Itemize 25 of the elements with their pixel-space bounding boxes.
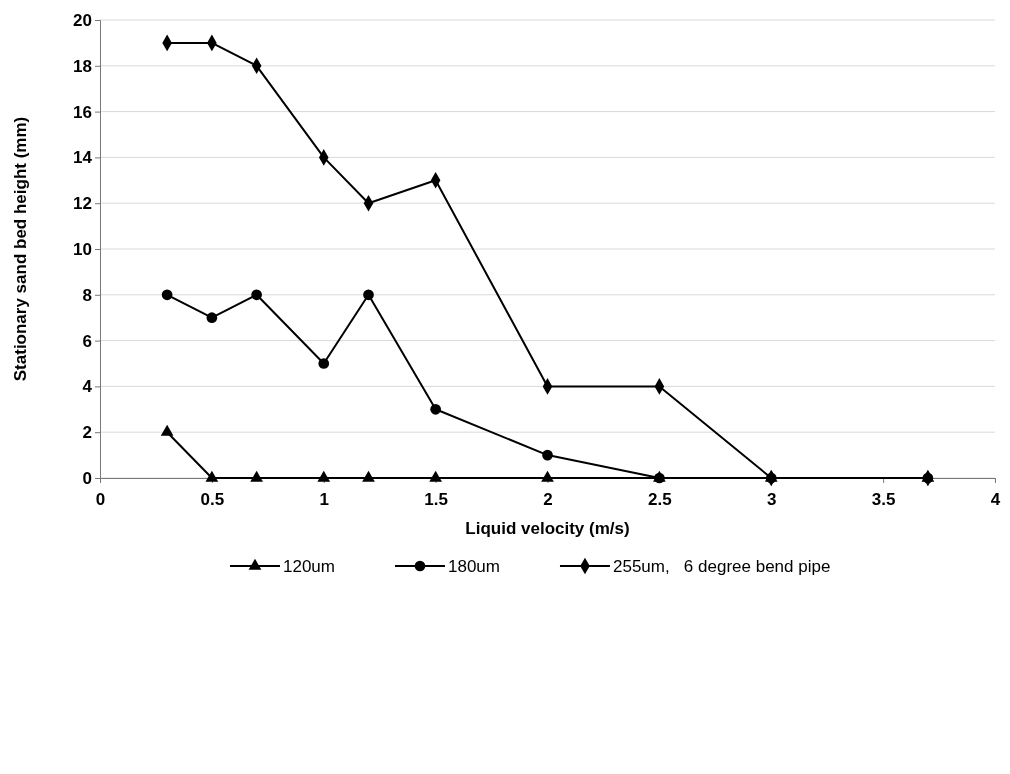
legend-label: 180um [447,557,500,576]
y-axis-title: Stationary sand bed height (mm) [11,116,30,382]
legend-label: 255um, 6 degree bend pipe [612,557,831,576]
x-axis-title: Liquid velocity (m/s) [465,519,630,538]
x-tick-label: 2.5 [648,489,672,509]
y-tick-label: 12 [73,194,92,214]
y-tick-label: 6 [82,331,92,351]
y-tick-label: 8 [82,285,92,305]
legend-label: 120um [283,557,335,576]
x-tick-label: 0.5 [200,489,225,509]
y-tick-label: 4 [82,377,93,397]
y-tick-label: 18 [73,56,92,76]
x-tick-label: 1 [319,489,329,509]
x-tick-label: 3 [767,489,777,509]
y-tick-label: 2 [82,423,92,443]
y-tick-label: 10 [73,239,92,259]
y-tick-label: 0 [82,468,92,488]
x-tick-label: 0 [95,489,106,509]
y-tick-label: 20 [73,10,92,30]
x-tick-label: 2 [543,489,553,509]
y-tick-label: 16 [73,102,92,122]
x-tick-label: 3.5 [871,489,896,509]
x-tick-label: 4 [990,489,1001,509]
x-tick-label: 1.5 [424,489,448,509]
y-tick-label: 14 [73,148,93,168]
